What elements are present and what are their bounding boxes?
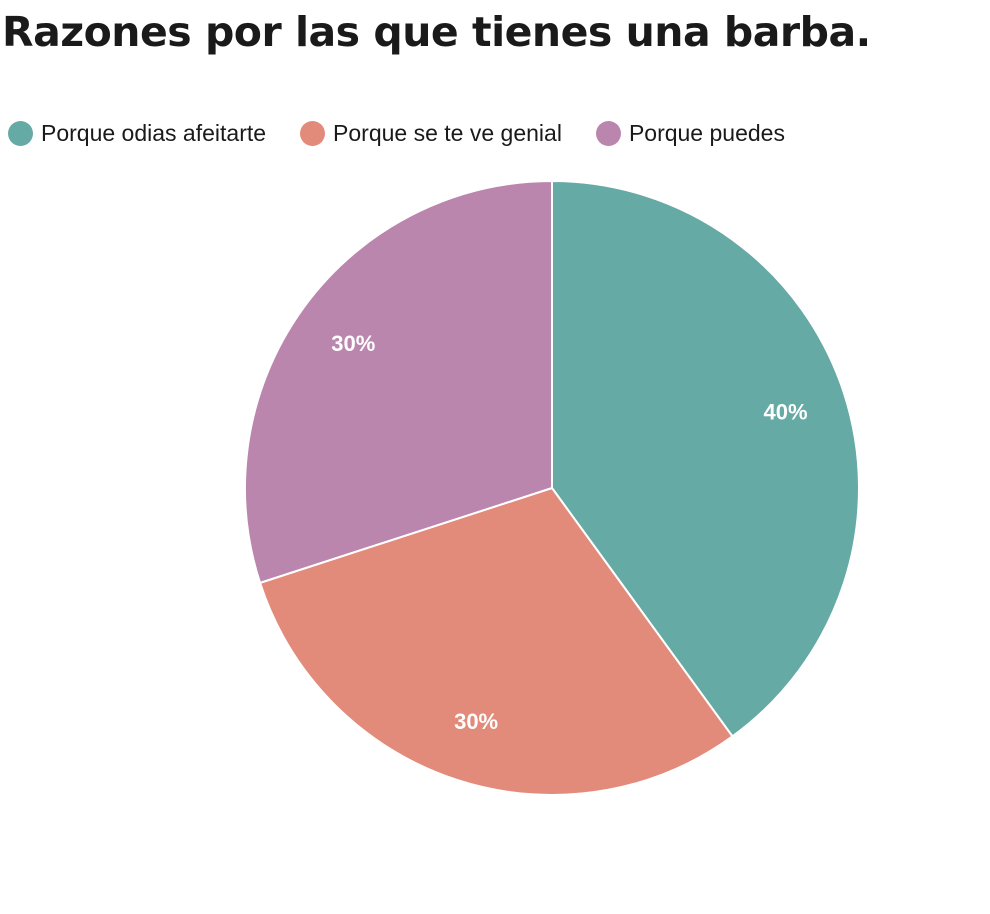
legend-item-puedes: Porque puedes <box>595 119 785 147</box>
legend-label: Porque puedes <box>628 119 785 146</box>
legend-swatch <box>300 120 326 146</box>
pie-slice-2 <box>258 486 734 796</box>
pie-slice-3 <box>244 179 553 585</box>
legend-item-se-te-ve-genial: Porque se te ve genial <box>300 120 562 147</box>
chart-legend: Porque odias afeitarte Porque se te ve g… <box>8 118 785 148</box>
pie-slice-1 <box>551 179 860 738</box>
legend-label: Porque se te ve genial <box>333 119 562 146</box>
legend-item-odias-afeitarte: Porque odias afeitarte <box>8 120 266 147</box>
slice-percent-label: 30% <box>454 709 498 734</box>
legend-swatch <box>8 120 33 146</box>
legend-label: Porque odias afeitarte <box>41 119 267 146</box>
chart-title: Razones por las que tienes una barba. <box>2 8 871 56</box>
slice-percent-label: 40% <box>764 400 808 425</box>
slice-percent-label: 30% <box>331 331 375 356</box>
legend-swatch <box>595 120 621 146</box>
